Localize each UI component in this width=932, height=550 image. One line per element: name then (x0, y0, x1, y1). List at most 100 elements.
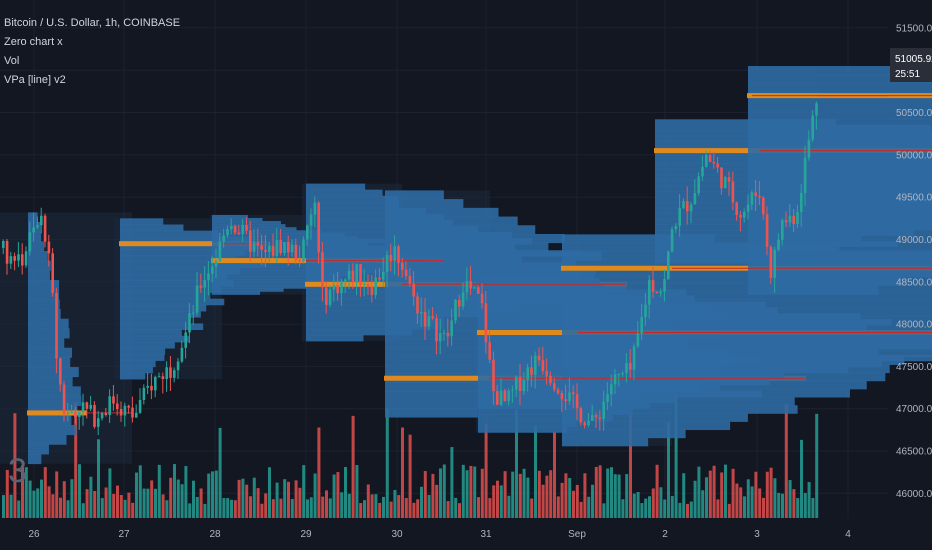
candle-body (746, 204, 750, 212)
profile-bin (120, 304, 207, 312)
volume-bar (796, 498, 800, 518)
profile-bin (120, 341, 175, 349)
candle-body (401, 262, 404, 270)
candle-body (43, 215, 47, 242)
profile-bin (120, 317, 189, 324)
candle-body (313, 202, 317, 215)
volume-bar (587, 496, 591, 518)
x-tick-label: 28 (209, 529, 221, 540)
volume-bar (260, 503, 264, 518)
volume-bar (214, 470, 218, 518)
volume-bar (811, 498, 815, 518)
volume-bar (317, 427, 321, 518)
candle-body (572, 392, 575, 395)
candle-body (515, 376, 518, 390)
volume-bar (454, 497, 458, 518)
volume-bar (511, 471, 515, 518)
candle-body (545, 371, 548, 376)
volume-bar (518, 473, 522, 518)
profile-bin (748, 118, 932, 128)
profile-bin (212, 285, 307, 289)
volume-bar (526, 477, 530, 518)
profile-bin (306, 322, 444, 330)
candle-body (161, 376, 165, 380)
profile-bin (385, 251, 602, 261)
candle-body (252, 242, 256, 252)
candle-body (534, 355, 537, 375)
profile-bin (120, 255, 237, 262)
volume-bar (355, 465, 359, 518)
candle-body (173, 370, 176, 378)
profile-bin (212, 288, 284, 292)
volume-bar (678, 502, 682, 518)
volume-bar (724, 464, 727, 518)
candle-body (9, 256, 13, 264)
volume-bar (553, 431, 556, 518)
profile-bin (385, 199, 464, 209)
candle-body (526, 367, 529, 380)
time-axis[interactable]: 26 27 28 29 30 31 Sep 2 3 4 (28, 529, 851, 540)
y-tick-label: 50000.00 (896, 150, 932, 161)
profile-bin (306, 316, 445, 324)
volume-bar (545, 475, 549, 518)
candle-body (93, 404, 96, 427)
candle-body (412, 283, 415, 297)
candle-body (583, 422, 586, 426)
candle-body (606, 394, 609, 402)
candle-body (670, 229, 674, 252)
x-tick-label: 29 (300, 529, 312, 540)
candle-body (382, 271, 385, 280)
volume-bar (2, 495, 5, 518)
candle-body (55, 292, 58, 359)
volume-bar (51, 494, 55, 518)
volume-bar (32, 490, 36, 518)
candle-body (724, 177, 727, 189)
volume-bar (477, 497, 480, 518)
profile-bin (655, 252, 782, 259)
volume-bar (306, 499, 309, 518)
candle-body (454, 299, 457, 321)
volume-bar (693, 480, 697, 518)
indicator-vpa[interactable]: VPa [line] v2 (4, 74, 66, 86)
candle-body (233, 225, 237, 233)
candle-body (389, 254, 393, 261)
profile-bin (562, 348, 932, 357)
volume-bar (245, 484, 249, 518)
volume-bar (222, 498, 226, 518)
volume-bar (309, 497, 313, 518)
symbol-title[interactable]: Bitcoin / U.S. Dollar, 1h, COINBASE (4, 17, 181, 29)
candle-body (431, 316, 434, 319)
profile-bin (28, 444, 49, 455)
candle-body (739, 214, 742, 218)
profile-bin (562, 356, 905, 365)
volume-bar (541, 484, 545, 518)
profile-bin (120, 348, 166, 355)
volume-bar (644, 498, 648, 518)
volume-bar (439, 468, 442, 518)
profile-bin (120, 292, 211, 300)
profile-bin (748, 215, 932, 225)
volume-bar (435, 484, 439, 518)
volume-bar (682, 473, 686, 518)
volume-bar (138, 465, 142, 518)
volume-bar (336, 472, 340, 518)
y-tick-label: 49500.00 (896, 193, 932, 204)
profile-bin (306, 207, 426, 215)
y-tick-label: 49000.00 (896, 235, 932, 246)
indicator-zero-chart[interactable]: Zero chart x (4, 36, 63, 48)
volume-bar (192, 480, 195, 518)
indicator-vol[interactable]: Vol (4, 55, 20, 67)
candle-body (731, 181, 735, 203)
profile-bin (120, 280, 234, 287)
candle-body (511, 389, 514, 391)
profile-bin (212, 230, 322, 234)
candle-body (754, 192, 757, 197)
candle-body (249, 230, 252, 252)
candle-body (17, 254, 20, 261)
profile-bin (748, 109, 932, 120)
volume-bar (256, 488, 260, 518)
volume-bar (564, 473, 568, 518)
profile-bin (120, 249, 246, 256)
candle-body (207, 273, 210, 281)
